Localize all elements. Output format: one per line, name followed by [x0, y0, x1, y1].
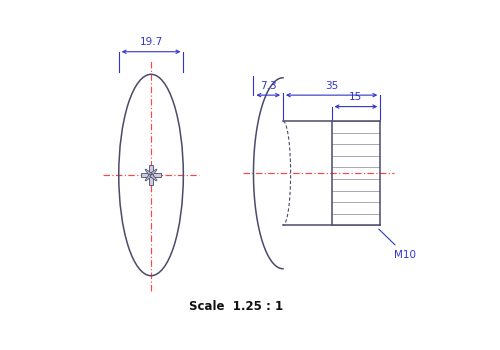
Text: M10: M10 — [378, 229, 416, 260]
Polygon shape — [150, 169, 157, 176]
Polygon shape — [140, 164, 162, 186]
Polygon shape — [145, 169, 152, 176]
Text: 7.3: 7.3 — [260, 80, 276, 91]
Text: Scale  1.25 : 1: Scale 1.25 : 1 — [189, 300, 283, 314]
Text: 19.7: 19.7 — [140, 37, 162, 47]
Polygon shape — [145, 174, 152, 181]
Text: 35: 35 — [325, 80, 338, 91]
Text: 15: 15 — [350, 92, 362, 102]
Polygon shape — [150, 174, 157, 181]
